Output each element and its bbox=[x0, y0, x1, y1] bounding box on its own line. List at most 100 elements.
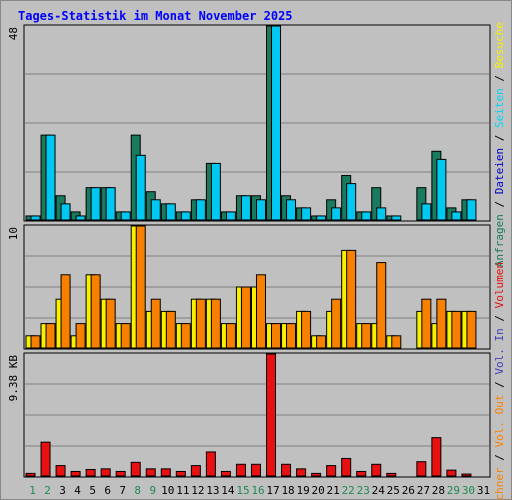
legend-hits-files-pages-visits-part-3: / bbox=[493, 128, 506, 148]
x-tick-label-day-26: 26 bbox=[402, 484, 415, 497]
bar-dateien-day-5 bbox=[90, 187, 101, 221]
x-tick-label-day-11: 11 bbox=[176, 484, 189, 497]
legend-sites-volume-part-4: Vol. In bbox=[493, 328, 506, 374]
legend-sites-volume-part-3: / bbox=[493, 375, 506, 395]
bar-rechner-day-4 bbox=[75, 323, 86, 349]
x-tick-label-day-29: 29 bbox=[447, 484, 460, 497]
x-tick-label-day-16: 16 bbox=[251, 484, 264, 497]
bar-volumen-day-19 bbox=[296, 468, 307, 477]
bar-dateien-day-22 bbox=[346, 183, 357, 221]
bar-rechner-day-13 bbox=[210, 298, 221, 349]
bar-volumen-day-24 bbox=[371, 463, 382, 477]
bar-volumen-day-11 bbox=[175, 470, 186, 477]
x-tick-label-day-22: 22 bbox=[342, 484, 355, 497]
chart-panels: 48 10 9.38 KB bbox=[7, 24, 491, 478]
bar-volumen-day-5 bbox=[85, 468, 96, 477]
bar-volumen-day-15 bbox=[235, 463, 246, 477]
bar-rechner-day-20 bbox=[316, 335, 327, 349]
x-tick-label-day-31: 31 bbox=[477, 484, 490, 497]
bar-dateien-day-13 bbox=[210, 162, 221, 221]
bar-dateien-day-25 bbox=[391, 215, 402, 221]
bar-dateien-day-1 bbox=[30, 215, 41, 221]
bar-dateien-day-12 bbox=[195, 199, 206, 221]
y-max-tick-label: 48 bbox=[7, 27, 20, 40]
panel-hits-files: 48 bbox=[7, 24, 491, 222]
x-tick-label-day-24: 24 bbox=[372, 484, 386, 497]
bar-dateien-day-15 bbox=[240, 195, 251, 221]
x-tick-label-day-2: 2 bbox=[44, 484, 51, 497]
chart-title: Tages-Statistik im Monat November 2025 bbox=[18, 9, 293, 23]
x-tick-label-day-25: 25 bbox=[387, 484, 400, 497]
bar-volumen-day-18 bbox=[281, 463, 292, 477]
bar-dateien-day-30 bbox=[466, 199, 477, 221]
bar-volumen-day-30 bbox=[461, 473, 472, 477]
bar-volumen-day-22 bbox=[341, 457, 352, 477]
x-tick-label-day-6: 6 bbox=[104, 484, 111, 497]
bar-dateien-day-2 bbox=[45, 134, 56, 221]
x-tick-label-day-19: 19 bbox=[296, 484, 309, 497]
x-tick-label-day-1: 1 bbox=[29, 484, 36, 497]
legend-sites-volume-part-0: Rechner bbox=[493, 467, 506, 500]
x-axis-day-labels: 1 2 3 4 5 6 7 8 9 10 11 12 13 14 15 16 17 18 19 20 21 22 23 24 2… bbox=[29, 484, 490, 497]
panel-visits-sites: 10 bbox=[7, 224, 491, 350]
bar-volumen-day-14 bbox=[220, 470, 231, 477]
x-tick-label-day-23: 23 bbox=[357, 484, 370, 497]
bar-dateien-day-23 bbox=[361, 211, 372, 221]
x-tick-label-day-30: 30 bbox=[462, 484, 475, 497]
bar-volumen-day-8 bbox=[130, 461, 141, 477]
bar-volumen-day-29 bbox=[446, 469, 457, 477]
bar-volumen-day-17 bbox=[266, 353, 277, 477]
bar-rechner-day-29 bbox=[451, 310, 462, 349]
bar-volumen-day-3 bbox=[55, 465, 66, 477]
bar-rechner-day-16 bbox=[255, 274, 266, 349]
x-tick-label-day-28: 28 bbox=[432, 484, 445, 497]
x-tick-label-day-13: 13 bbox=[206, 484, 219, 497]
legend-hits-files-pages-visits-part-5: / bbox=[493, 68, 506, 88]
bar-volumen-day-10 bbox=[160, 468, 171, 477]
bar-rechner-day-12 bbox=[195, 298, 206, 349]
bar-rechner-day-17 bbox=[271, 323, 282, 349]
bar-rechner-day-21 bbox=[331, 298, 342, 349]
bar-volumen-day-4 bbox=[70, 470, 81, 477]
bar-dateien-day-3 bbox=[60, 203, 71, 221]
bar-dateien-day-10 bbox=[165, 203, 176, 221]
legend-sites-volume-part-2: Vol. Out bbox=[493, 394, 506, 447]
x-tick-label-day-12: 12 bbox=[191, 484, 204, 497]
bar-rechner-day-15 bbox=[240, 286, 251, 349]
x-tick-label-day-27: 27 bbox=[417, 484, 430, 497]
bar-rechner-day-25 bbox=[391, 335, 402, 349]
bar-dateien-day-17 bbox=[271, 25, 282, 221]
bar-dateien-day-28 bbox=[436, 158, 447, 221]
bar-volumen-day-6 bbox=[100, 468, 111, 477]
bar-dateien-day-6 bbox=[105, 187, 116, 221]
x-tick-label-day-15: 15 bbox=[236, 484, 249, 497]
bar-rechner-day-27 bbox=[421, 298, 432, 349]
bar-dateien-day-29 bbox=[451, 211, 462, 221]
x-tick-label-day-20: 20 bbox=[312, 484, 325, 497]
bar-rechner-day-14 bbox=[225, 323, 236, 349]
bar-rechner-day-5 bbox=[90, 274, 101, 349]
bar-rechner-day-22 bbox=[346, 249, 357, 349]
bar-volumen-day-7 bbox=[115, 470, 126, 477]
bar-rechner-day-28 bbox=[436, 298, 447, 349]
x-tick-label-day-3: 3 bbox=[59, 484, 66, 497]
bar-volumen-day-27 bbox=[416, 461, 427, 477]
bar-rechner-day-24 bbox=[376, 262, 387, 349]
bar-dateien-day-7 bbox=[120, 211, 131, 221]
bar-dateien-day-27 bbox=[421, 203, 432, 221]
bar-rechner-day-18 bbox=[286, 323, 297, 349]
bar-dateien-day-11 bbox=[180, 211, 191, 221]
bar-rechner-day-9 bbox=[150, 298, 161, 349]
legend-hits-files-pages-visits-part-1: / bbox=[493, 194, 506, 214]
bar-rechner-day-11 bbox=[180, 323, 191, 349]
bar-dateien-day-21 bbox=[331, 207, 342, 221]
x-tick-label-day-18: 18 bbox=[281, 484, 294, 497]
bar-rechner-day-7 bbox=[120, 323, 131, 349]
x-tick-label-day-5: 5 bbox=[89, 484, 96, 497]
bar-volumen-day-9 bbox=[145, 468, 156, 477]
legend-sites-volume-part-1: / bbox=[493, 447, 506, 467]
x-tick-label-day-7: 7 bbox=[119, 484, 126, 497]
x-tick-label-day-4: 4 bbox=[74, 484, 81, 497]
panel-volume: 9.38 KB bbox=[7, 352, 491, 478]
